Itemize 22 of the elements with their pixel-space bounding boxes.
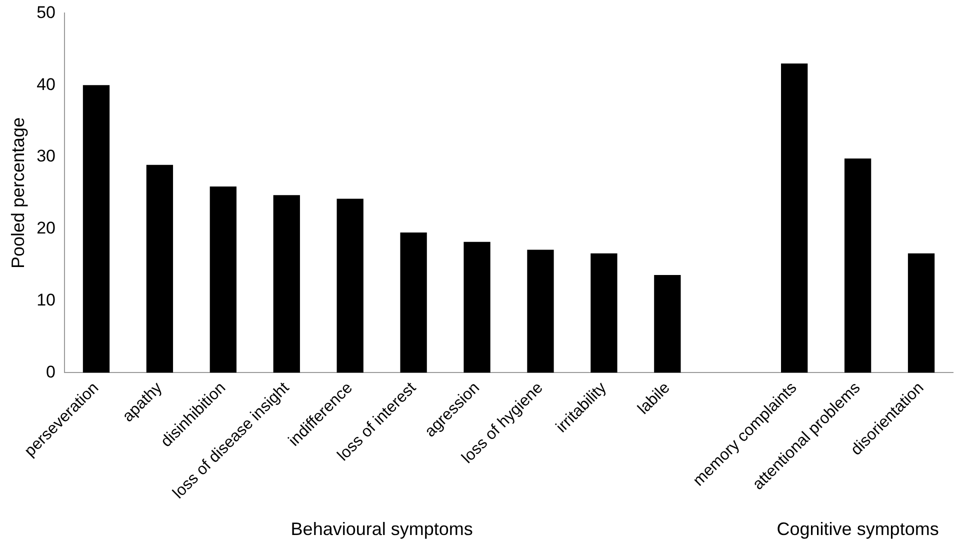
bar [527,250,554,373]
bar [273,195,300,373]
bar [336,198,364,373]
bar [400,232,427,373]
y-tick-label: 50 [36,2,56,22]
text: Cognitive symptoms [776,518,939,539]
y-axis-title: Pooled percentage [8,117,28,269]
bar [464,242,490,373]
y-tick-label: 0 [46,362,56,382]
y-tick-label: 10 [36,290,56,310]
bar [590,253,618,373]
bar [654,274,681,373]
bar [781,64,808,373]
bar [908,253,935,373]
bar [146,164,174,373]
bar [82,85,110,373]
bar [210,186,236,373]
y-tick-label: 40 [36,74,56,94]
y-tick-label: 20 [36,218,56,238]
y-tick-label: 30 [36,146,56,166]
text: Behavioural symptoms [290,518,473,539]
bar [844,158,872,373]
